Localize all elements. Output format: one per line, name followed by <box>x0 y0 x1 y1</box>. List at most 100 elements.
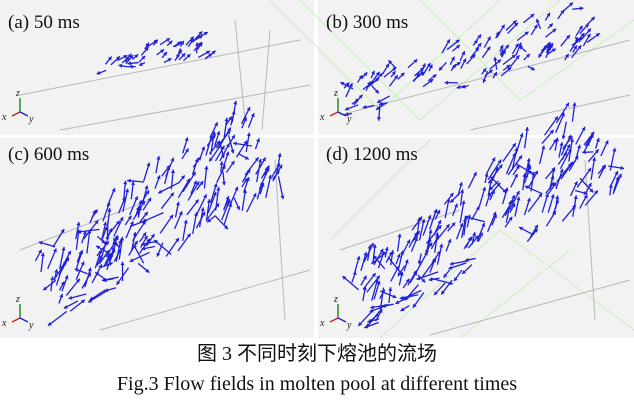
flow-arrow <box>94 249 103 269</box>
arrow-shaft <box>177 233 192 252</box>
arrow-head <box>50 276 55 281</box>
flow-arrow <box>360 251 368 271</box>
arrow-head <box>458 182 463 187</box>
arrow-shaft <box>387 256 404 276</box>
flow-arrow <box>582 33 591 47</box>
arrow-shaft <box>113 216 124 237</box>
arrow-shaft <box>555 112 565 134</box>
flow-arrow <box>382 63 390 75</box>
arrow-head <box>190 39 194 44</box>
arrow-head <box>146 162 151 167</box>
arrow-head <box>221 181 227 186</box>
flow-arrow <box>502 187 509 205</box>
flow-arrow <box>499 44 504 52</box>
flow-arrow <box>515 42 522 56</box>
flow-arrow <box>511 147 519 171</box>
axis-triads: z x y z x y z x y z x y <box>1 88 352 331</box>
flow-arrow <box>74 268 88 275</box>
arrow-head <box>437 220 442 225</box>
arrow-head <box>594 149 599 154</box>
arrow-head <box>544 193 549 198</box>
arrow-head <box>211 50 216 55</box>
arrow-head <box>418 216 423 221</box>
arrow-head <box>98 249 103 254</box>
arrow-head <box>165 38 170 42</box>
flow-arrow <box>372 244 377 262</box>
flow-arrow <box>485 192 492 207</box>
flow-arrow <box>459 200 466 224</box>
arrow-head <box>194 199 199 204</box>
arrow-head <box>224 225 228 230</box>
arrow-head <box>364 324 369 329</box>
flow-arrow <box>38 240 56 248</box>
flow-arrow <box>205 199 212 222</box>
arrow-head <box>80 299 85 304</box>
flow-arrow <box>370 251 388 265</box>
flow-arrow <box>191 158 199 176</box>
flow-arrow <box>387 59 397 69</box>
arrow-head <box>451 222 456 227</box>
arrow-head <box>473 172 477 177</box>
axis-label: x <box>1 318 7 329</box>
flow-arrow <box>475 42 482 51</box>
flow-arrow <box>574 36 581 43</box>
arrow-head <box>127 178 131 183</box>
arrow-shaft <box>182 219 187 241</box>
arrow-head <box>277 153 282 157</box>
flow-arrow <box>192 212 198 235</box>
flow-arrow <box>586 32 601 43</box>
arrow-head <box>342 276 347 280</box>
flow-arrow <box>512 164 521 176</box>
arrow-head <box>107 56 112 61</box>
arrow-shaft <box>137 190 150 209</box>
arrow-head <box>392 294 397 299</box>
arrow-head <box>230 149 235 154</box>
arrow-head <box>530 13 535 18</box>
arrow-head <box>550 194 555 199</box>
flow-arrow <box>478 186 487 208</box>
flow-arrow <box>511 43 519 55</box>
arrow-head <box>158 189 163 194</box>
arrow-head <box>462 270 467 274</box>
arrow-head <box>38 240 43 245</box>
arrow-head <box>105 250 110 255</box>
axis-label: z <box>333 88 338 99</box>
arrow-shaft <box>429 209 438 230</box>
arrow-head <box>184 137 189 142</box>
flow-arrow <box>491 213 498 226</box>
arrow-head <box>76 221 81 226</box>
arrow-head <box>77 229 82 234</box>
arrow-head <box>413 59 418 64</box>
flow-arrow <box>362 286 367 302</box>
flow-arrow <box>547 48 557 55</box>
flow-arrow <box>382 303 394 308</box>
axis-label: y <box>28 114 34 125</box>
arrow-head <box>60 229 65 234</box>
arrow-head <box>550 175 555 180</box>
arrow-shaft <box>415 251 428 273</box>
arrow-head <box>459 223 464 228</box>
flow-arrow <box>373 255 386 270</box>
arrow-head <box>141 201 145 206</box>
arrow-head <box>219 161 224 165</box>
arrow-head <box>479 232 483 237</box>
arrow-head <box>134 196 139 201</box>
flow-arrow <box>502 64 511 71</box>
flow-arrow <box>84 267 92 288</box>
axis-x <box>11 317 21 323</box>
flow-arrow <box>190 180 198 195</box>
arrow-head <box>530 66 535 71</box>
flow-arrow <box>227 135 235 154</box>
arrow-head <box>515 55 520 60</box>
flow-arrow <box>421 62 431 76</box>
arrow-head <box>278 164 283 169</box>
arrow-head <box>129 64 133 69</box>
arrow-shaft <box>223 202 232 226</box>
arrow-head <box>256 138 260 143</box>
flow-arrow <box>396 233 402 252</box>
arrow-head <box>176 42 181 46</box>
flow-arrow <box>209 183 218 203</box>
flow-arrow <box>524 185 543 195</box>
arrow-head <box>371 70 375 75</box>
flow-arrow <box>504 216 513 228</box>
